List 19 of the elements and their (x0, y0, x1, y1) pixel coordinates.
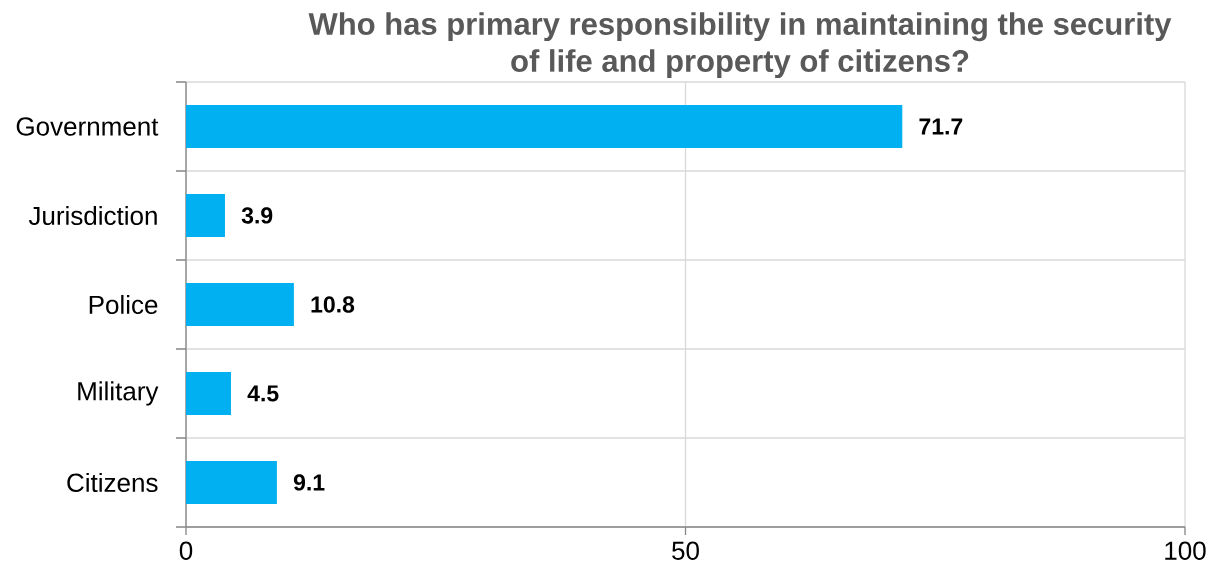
bar (186, 193, 225, 237)
x-tick-label: 50 (672, 541, 699, 560)
y-tick-label: Police (89, 294, 158, 315)
y-tick-label: Military (78, 381, 159, 406)
y-tick-label: Citizens (67, 472, 158, 493)
bar (186, 282, 294, 326)
data-label: 9.1 (293, 474, 325, 491)
data-label: 71.7 (919, 118, 963, 135)
data-label: 4.5 (247, 385, 279, 402)
y-tick-label: Jurisdiction (28, 205, 157, 226)
chart-title: Who has primary responsibility in maintaining the security of life and property of citizens? (308, 12, 1172, 79)
x-tick-label: 0 (179, 541, 193, 560)
data-label: 10.8 (311, 296, 355, 313)
bar (186, 460, 277, 504)
bar (186, 371, 231, 415)
x-tick-label: 100 (1165, 541, 1206, 560)
bar (186, 104, 903, 148)
y-tick-label: Government (16, 117, 159, 136)
data-label: 3.9 (241, 207, 273, 224)
